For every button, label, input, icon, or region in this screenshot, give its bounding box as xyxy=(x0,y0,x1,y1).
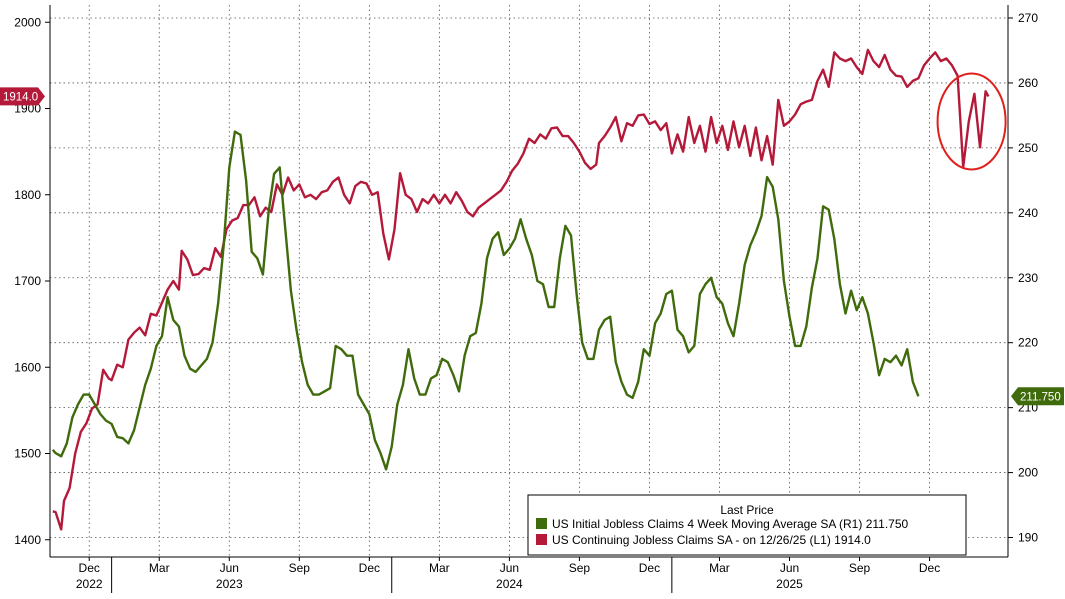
legend-entry-label: US Initial Jobless Claims 4 Week Moving … xyxy=(552,517,909,531)
left-tick-label: 1500 xyxy=(14,447,41,461)
series-lines xyxy=(51,48,990,531)
x-tick-label: Jun xyxy=(220,561,239,575)
legend-box xyxy=(527,494,967,556)
x-tick-label: Sep xyxy=(289,561,311,575)
left-tick-label: 1400 xyxy=(14,533,41,547)
right-tick-label: 260 xyxy=(1018,76,1038,90)
year-label: 2024 xyxy=(496,577,523,591)
right-tick-label: 240 xyxy=(1018,206,1038,220)
x-tick-label: Jun xyxy=(780,561,799,575)
right-tick-label: 270 xyxy=(1018,11,1038,25)
right-tick-label: 250 xyxy=(1018,141,1038,155)
last-price-tag-left xyxy=(0,87,45,106)
right-tick-label: 200 xyxy=(1018,466,1038,480)
initial-claims-line xyxy=(51,130,920,471)
continuing-claims-line xyxy=(52,48,990,531)
x-tick-label: Jun xyxy=(500,561,519,575)
legend-header: Last Price xyxy=(720,503,774,517)
x-tick-label: Mar xyxy=(429,561,450,575)
x-tick-label: Dec xyxy=(919,561,940,575)
left-tick-label: 2000 xyxy=(14,15,41,29)
x-tick-label: Dec xyxy=(639,561,660,575)
left-tick-label: 1800 xyxy=(14,188,41,202)
x-tick-label: Dec xyxy=(359,561,380,575)
legend-swatch xyxy=(536,518,547,529)
left-tick-label: 1700 xyxy=(14,274,41,288)
legend-swatch xyxy=(536,534,547,545)
right-tick-label: 230 xyxy=(1018,271,1038,285)
year-label: 2025 xyxy=(776,577,803,591)
left-tick-label: 1600 xyxy=(14,360,41,374)
last-price-label-left: 1914.0 xyxy=(3,91,38,103)
x-tick-label: Mar xyxy=(149,561,170,575)
last-price-tag-right xyxy=(1011,387,1064,406)
annotations xyxy=(936,72,1007,171)
x-tick-label: Sep xyxy=(849,561,871,575)
x-tick-label: Dec xyxy=(79,561,100,575)
x-tick-label: Sep xyxy=(569,561,591,575)
right-tick-label: 190 xyxy=(1018,531,1038,545)
gridlines xyxy=(50,5,1008,557)
year-label: 2023 xyxy=(216,577,243,591)
right-tick-label: 220 xyxy=(1018,336,1038,350)
x-tick-label: Mar xyxy=(709,561,730,575)
last-price-label-right: 211.750 xyxy=(1020,391,1061,403)
highlight-circle xyxy=(936,72,1007,171)
axes: 1902002102202302402502602701400150016001… xyxy=(0,5,1064,593)
legend-entry-label: US Continuing Jobless Claims SA - on 12/… xyxy=(552,533,871,547)
year-label: 2022 xyxy=(76,577,103,591)
